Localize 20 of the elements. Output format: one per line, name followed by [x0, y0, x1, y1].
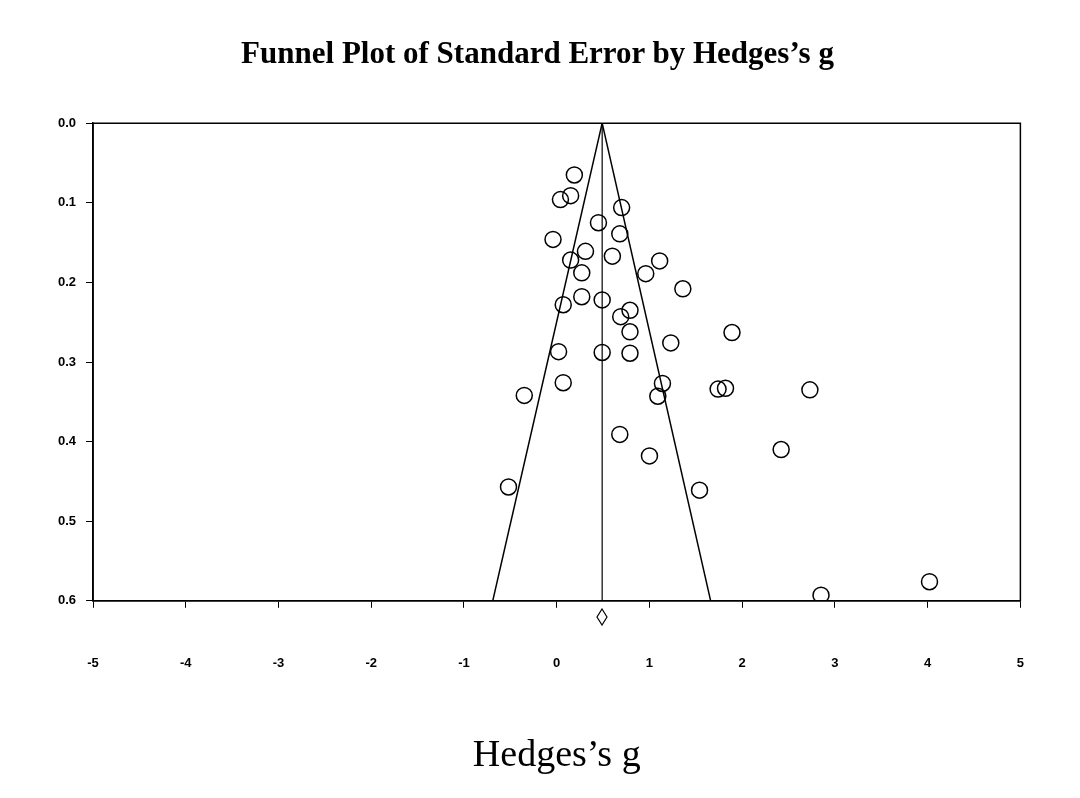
y-tick-label: 0.5 — [57, 512, 77, 528]
x-tick-label: 3 — [831, 655, 839, 671]
y-tick-label: 0.1 — [57, 194, 77, 210]
y-tick-label: 0.4 — [57, 433, 77, 449]
chart-title: Funnel Plot of Standard Error by Hedges’s g — [241, 34, 835, 70]
x-tick-label: 4 — [924, 655, 933, 671]
y-tick-label: 0.2 — [57, 273, 77, 289]
x-tick-label: -4 — [180, 655, 193, 671]
x-tick-label: 2 — [738, 655, 746, 671]
x-tick-label: -3 — [272, 655, 285, 671]
x-tick-label: 1 — [645, 655, 654, 671]
y-tick-label: 0.3 — [57, 353, 77, 369]
x-tick-label: -2 — [365, 655, 378, 671]
x-tick-label: 0 — [553, 655, 561, 671]
x-tick-label: -5 — [87, 655, 99, 671]
y-tick-label: 0.0 — [57, 114, 77, 130]
x-tick-label: 5 — [1016, 655, 1024, 671]
y-tick-label: 0.6 — [57, 592, 77, 608]
x-tick-label: -1 — [458, 655, 470, 671]
x-axis-title: Hedges’s g — [472, 732, 641, 775]
